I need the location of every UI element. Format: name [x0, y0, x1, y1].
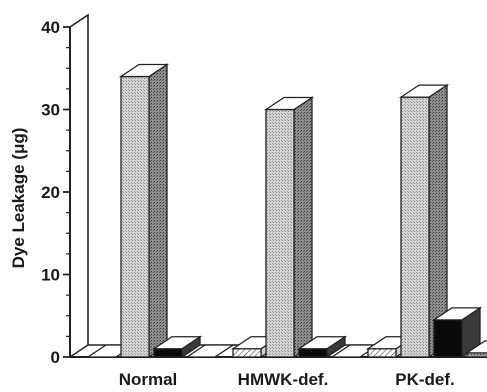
bar-stippled-2	[400, 96, 430, 358]
y-tick-label: 20	[41, 183, 60, 202]
bar-stippled-2-top	[398, 84, 450, 98]
y-axis-title: Dye Leakage (μg)	[9, 128, 28, 269]
bar-stippled-1-top	[263, 96, 315, 111]
floor-edge	[69, 344, 89, 358]
bar-black-0	[153, 348, 183, 358]
x-category-label: Normal	[119, 370, 178, 389]
bar-stippled-0-side	[148, 63, 168, 359]
bar-hatched-2	[367, 348, 397, 358]
bar-hatched-1	[232, 348, 262, 358]
bar-stippled-0	[120, 75, 150, 358]
y-tick-label: 0	[51, 348, 60, 367]
y-tick-label: 40	[41, 18, 60, 37]
bar-black-1-top	[296, 336, 348, 350]
bar-stippled-1	[265, 108, 295, 358]
bar-stippled-0-top	[118, 63, 170, 78]
bar-black-1	[298, 348, 328, 358]
bar-stippled-1-side	[293, 96, 313, 359]
bar-black-2-top	[431, 307, 483, 321]
bars	[85, 63, 487, 359]
bar-black-0-top	[151, 336, 203, 350]
y-tick-label: 10	[41, 266, 60, 285]
x-category-label: HMWK-def.	[238, 370, 329, 389]
y-tick-label: 30	[41, 101, 60, 120]
labels: 0 10 20 30 40 Dye Leakage (μg) Normal HMWK-def.…	[9, 18, 455, 389]
bar-dark-0	[184, 344, 236, 358]
x-category-label: PK-def.	[395, 370, 455, 389]
bar-dark-2-top	[464, 340, 487, 354]
bar-black-2	[433, 319, 463, 358]
